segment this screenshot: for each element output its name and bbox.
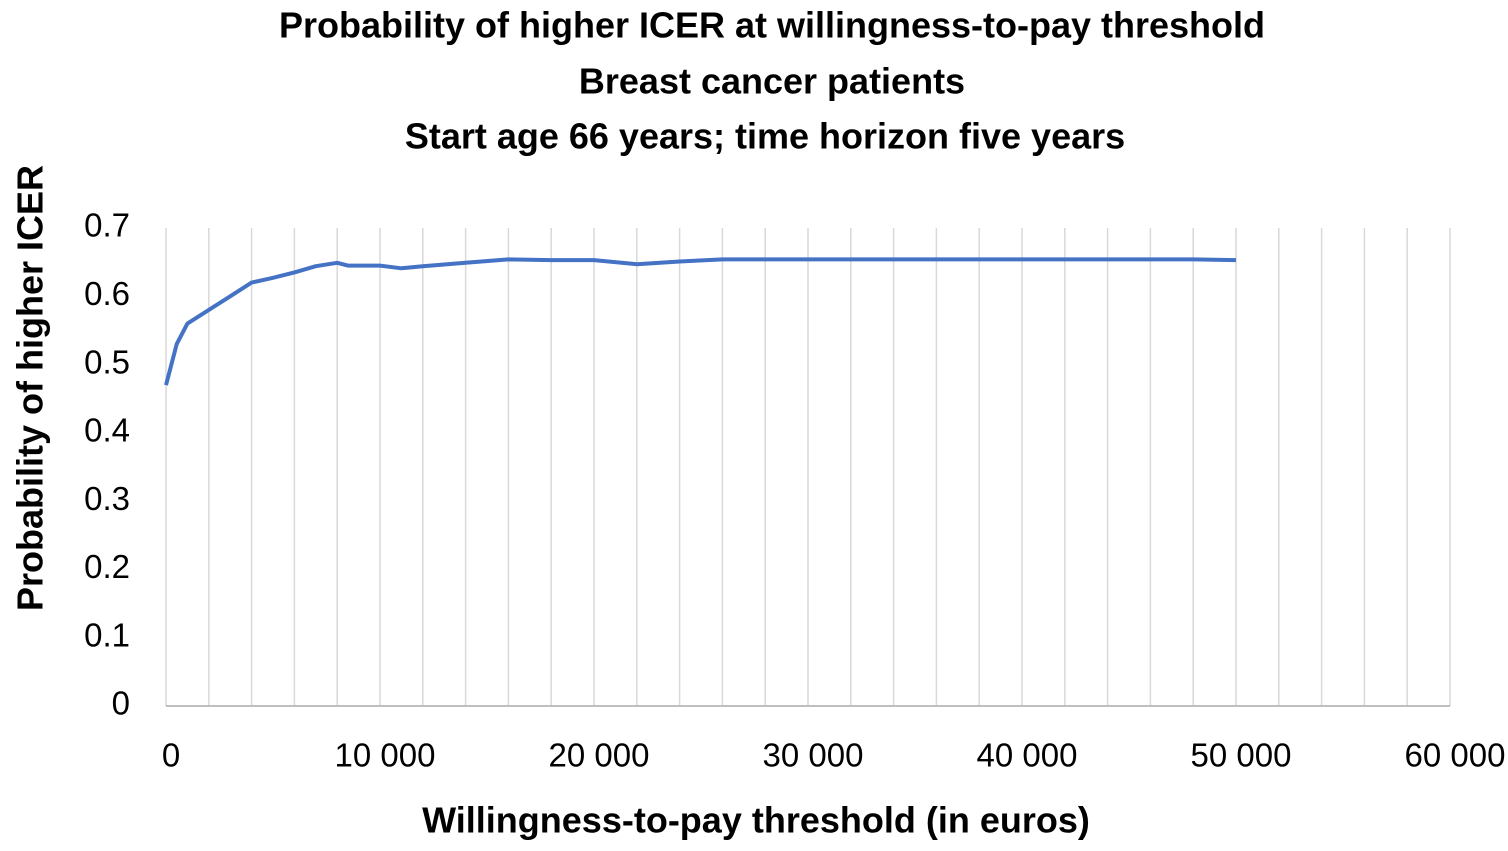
y-tick-label: 0.5 (84, 343, 130, 380)
y-tick-label: 0.2 (84, 548, 130, 585)
x-tick-label: 30 000 (763, 737, 864, 774)
y-tick-label: 0.3 (84, 480, 130, 517)
chart-subtitle: Start age 66 years; time horizon five ye… (405, 116, 1125, 157)
data-line (164, 257, 1237, 386)
x-axis-title: Willingness-to-pay threshold (in euros) (422, 800, 1090, 841)
chart-subtitle: Breast cancer patients (579, 61, 965, 102)
y-tick-label: 0 (112, 685, 130, 722)
x-tick-label: 10 000 (335, 737, 436, 774)
x-tick-label: 50 000 (1191, 737, 1292, 774)
x-tick-label: 0 (162, 737, 180, 774)
y-tick-label: 0.1 (84, 616, 130, 653)
x-tick-label: 60 000 (1405, 737, 1506, 774)
y-axis-title: Probability of higher ICER (10, 165, 51, 611)
y-tick-label: 0.4 (84, 412, 130, 449)
x-tick-label: 20 000 (549, 737, 650, 774)
y-tick-label: 0.7 (84, 207, 130, 244)
chart-title: Probability of higher ICER at willingnes… (279, 5, 1265, 46)
x-tick-label: 40 000 (977, 737, 1078, 774)
y-tick-label: 0.6 (84, 275, 130, 312)
